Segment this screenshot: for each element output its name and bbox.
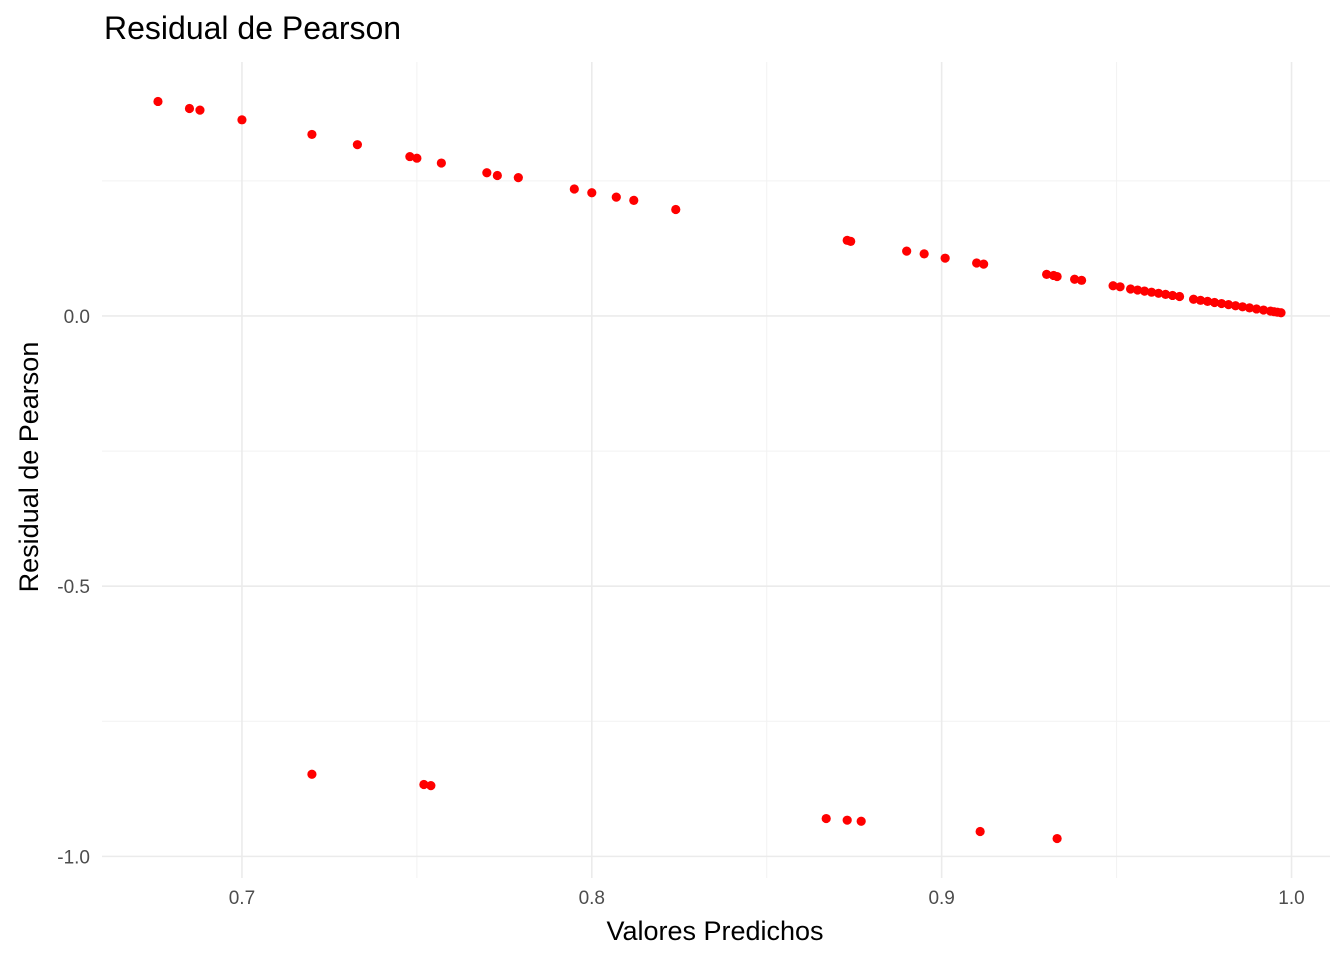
x-axis-ticks: 0.7 0.8 0.9 1.0	[229, 888, 1305, 909]
data-point	[940, 253, 950, 263]
y-tick-label: 0.0	[64, 307, 90, 328]
data-point	[195, 105, 205, 115]
data-point	[482, 168, 492, 178]
data-point	[1115, 282, 1125, 292]
x-tick-label: 0.9	[928, 888, 954, 909]
data-point	[1132, 285, 1143, 295]
data-point	[307, 769, 317, 779]
data-point	[611, 192, 621, 202]
data-point	[972, 258, 982, 268]
y-axis-ticks: -1.0 -0.5 0.0	[57, 307, 90, 868]
data-point	[671, 204, 681, 215]
data-point	[1195, 295, 1206, 305]
data-point	[979, 259, 989, 269]
y-tick-label: -1.0	[57, 847, 90, 868]
x-tick-label: 0.8	[579, 888, 605, 909]
data-point	[569, 184, 579, 194]
data-point	[1139, 286, 1150, 296]
data-point	[1052, 271, 1062, 282]
data-point	[1216, 298, 1227, 309]
data-point	[492, 170, 502, 181]
data-point	[1167, 290, 1178, 301]
data-point	[1153, 288, 1164, 298]
data-point	[1160, 289, 1171, 299]
data-point	[587, 188, 597, 198]
data-point	[1052, 833, 1062, 844]
data-point	[352, 140, 362, 150]
data-points	[153, 96, 1286, 844]
data-point	[307, 129, 317, 140]
x-axis-title: Valores Predichos	[606, 916, 823, 946]
data-point	[153, 96, 163, 107]
y-axis-title: Residual de Pearson	[14, 342, 44, 593]
chart-title: Residual de Pearson	[104, 10, 402, 46]
data-point	[1188, 294, 1199, 304]
y-tick-label: -0.5	[57, 577, 90, 598]
data-point	[1108, 281, 1118, 291]
data-point	[419, 779, 429, 790]
data-point	[426, 780, 436, 791]
data-point	[1125, 284, 1136, 294]
data-point	[821, 813, 831, 824]
data-point	[629, 195, 639, 205]
data-point	[842, 815, 852, 825]
data-point	[1070, 274, 1080, 284]
x-tick-label: 1.0	[1278, 888, 1304, 909]
data-point	[856, 816, 866, 826]
data-point	[1237, 302, 1248, 312]
data-point	[405, 151, 415, 162]
data-point	[1174, 291, 1185, 302]
data-point	[436, 158, 446, 168]
data-point	[1230, 301, 1241, 311]
data-point	[919, 249, 929, 259]
data-point	[1202, 296, 1213, 306]
data-point	[1244, 303, 1255, 313]
x-tick-label: 0.7	[229, 888, 255, 909]
data-point	[513, 173, 523, 183]
data-point	[412, 153, 422, 163]
data-point	[1042, 269, 1052, 279]
data-point	[1209, 297, 1220, 308]
data-point	[1077, 275, 1087, 285]
data-point	[902, 246, 912, 256]
data-point	[1146, 287, 1157, 297]
data-point	[237, 115, 247, 125]
data-point	[1251, 304, 1262, 314]
data-point	[184, 103, 195, 114]
grid	[102, 62, 1330, 878]
data-point	[975, 826, 985, 837]
data-point	[1258, 305, 1269, 315]
data-point	[1276, 308, 1286, 318]
data-point	[1223, 300, 1234, 310]
data-point	[846, 236, 856, 247]
